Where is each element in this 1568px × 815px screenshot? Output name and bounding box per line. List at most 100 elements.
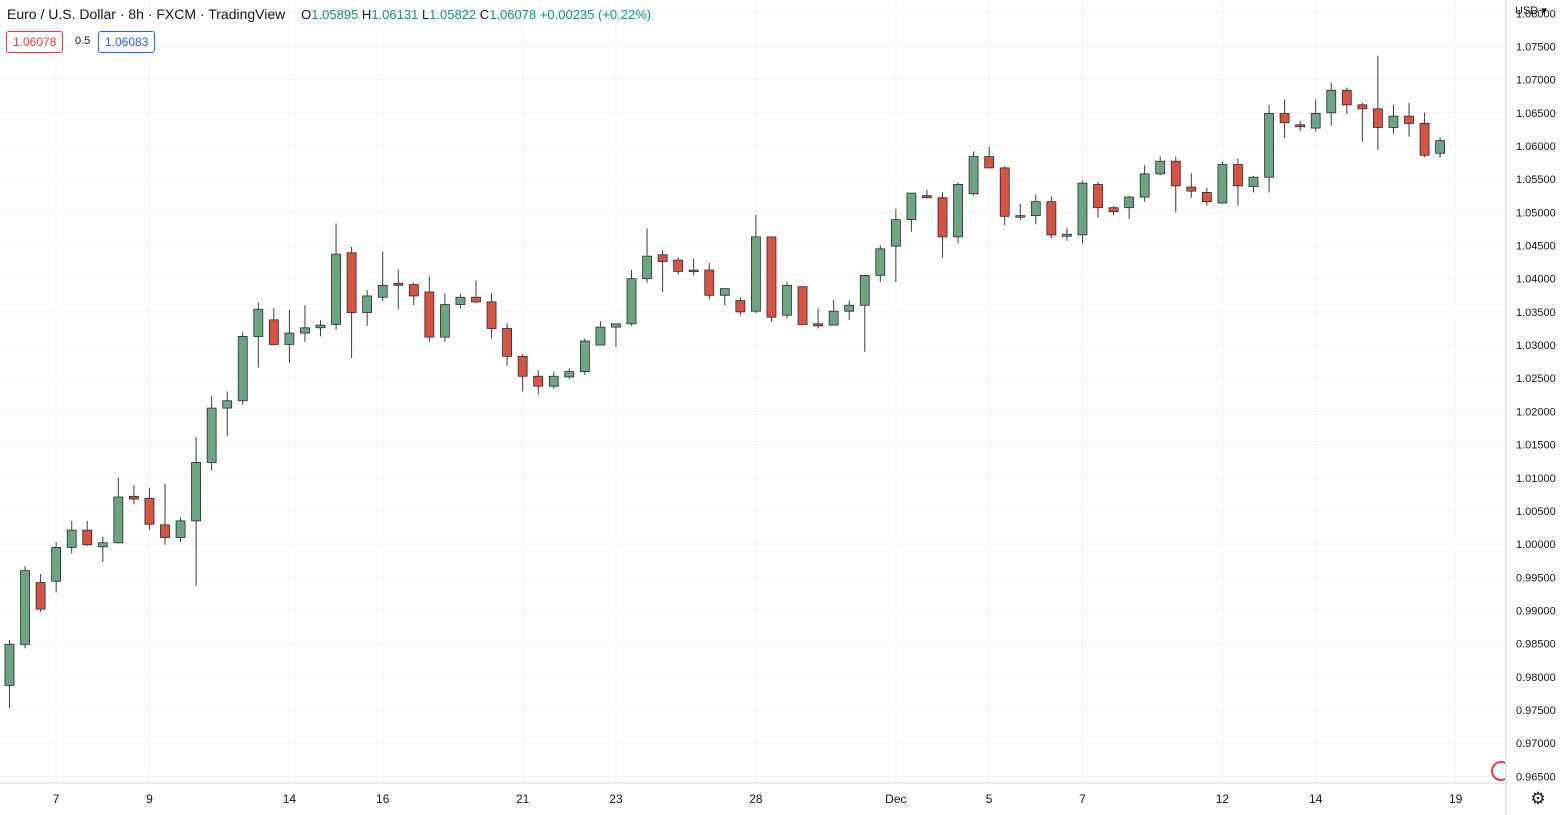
candle [579, 338, 590, 375]
candle-body-down [144, 497, 155, 525]
candle [1233, 158, 1243, 206]
y-tick-label: 1.04500 [1516, 241, 1556, 253]
candle [439, 293, 450, 342]
price-axis[interactable]: 1.08000 1.07500 1.07000 1.06500 1.06000 1.055… [1516, 8, 1556, 783]
candle-body-up [564, 371, 575, 378]
candle-body-down [1201, 192, 1212, 203]
candle-body-up [626, 278, 637, 325]
candle-body-down [1295, 124, 1306, 128]
candle-body-down [1186, 186, 1197, 192]
time-axis[interactable]: 7 9 14 16 21 23 28 Dec 5 7 12 14 19 [53, 792, 1463, 806]
candle [1170, 156, 1181, 213]
low-label: L [421, 7, 430, 22]
candle-body-down [160, 524, 170, 538]
candle-body-up [1062, 233, 1072, 237]
candle [362, 289, 373, 326]
candle-body-down [657, 254, 668, 262]
candle-body-down [346, 252, 357, 313]
y-tick-label: 1.07500 [1516, 41, 1556, 53]
candle-body-up [315, 324, 326, 329]
candle [1093, 181, 1103, 218]
candle [766, 236, 777, 322]
candle [657, 250, 668, 292]
y-tick-label: 0.96500 [1516, 771, 1556, 783]
candle-body-up [782, 284, 792, 316]
settings-gear-icon[interactable]: ⚙ [1530, 789, 1546, 808]
candle [206, 396, 217, 471]
x-tick-label: 7 [53, 792, 60, 806]
candle [1419, 112, 1430, 158]
candle-body-down [1093, 184, 1103, 209]
x-tick-label: 12 [1216, 792, 1230, 806]
symbol-title[interactable]: Euro / U.S. Dollar · 8h · FXCM · Trading… [7, 6, 286, 22]
currency-dropdown-icon: ▾ [1538, 5, 1547, 17]
candle-body-up [579, 340, 590, 372]
y-tick-label: 0.98500 [1516, 639, 1556, 651]
candle-body-down [999, 167, 1010, 217]
candle [502, 323, 513, 367]
candle-body-up [237, 336, 248, 402]
buy-price-button[interactable]: 1.06083 [98, 31, 156, 53]
candle [222, 391, 233, 436]
candle [1217, 161, 1228, 204]
y-tick-label: 0.99500 [1516, 572, 1556, 584]
sell-price-button[interactable]: 1.06078 [6, 31, 64, 53]
candle-body-up [548, 375, 559, 387]
candle-body-up [611, 323, 621, 328]
candle-body-down [937, 197, 948, 238]
candle-body-up [968, 156, 979, 195]
candle-body-up [1077, 182, 1088, 236]
candle-body-down [984, 156, 995, 169]
candle [191, 436, 202, 586]
y-tick-label: 0.97500 [1516, 705, 1556, 717]
candle-body-down [1341, 89, 1352, 106]
candle [1030, 194, 1041, 225]
candle-body-up [66, 529, 77, 548]
currency-dropdown[interactable]: USD ▾ [1515, 4, 1547, 17]
candle [922, 189, 932, 199]
candle-body-down [471, 296, 481, 303]
candle-body-up [222, 400, 233, 409]
candle [66, 520, 77, 554]
candle [968, 151, 979, 196]
x-tick-label: 19 [1449, 792, 1463, 806]
candle-body-up [300, 327, 310, 334]
y-tick-label: 1.06000 [1516, 141, 1556, 153]
y-tick-label: 1.08000 [1516, 8, 1556, 20]
x-tick-label: 14 [1309, 792, 1323, 806]
candle-body-up [253, 308, 264, 337]
candle-body-up [828, 310, 839, 326]
x-tick-label: 21 [516, 792, 530, 806]
tradingview-logo-icon[interactable] [1491, 761, 1505, 781]
candle [144, 487, 155, 530]
candle-body-up [1217, 164, 1228, 204]
candle-body-down [704, 269, 715, 296]
candle [548, 371, 559, 389]
candle [35, 573, 46, 612]
candle-body-up [875, 248, 886, 276]
candle-body-up [1264, 113, 1274, 178]
candle-body-up [595, 326, 606, 346]
candle-body-up [51, 547, 62, 582]
candle [1077, 181, 1088, 244]
candle-body-down [797, 286, 808, 325]
candle [175, 517, 186, 543]
candle-body-up [331, 253, 341, 325]
candle-body-up [1139, 173, 1150, 198]
candle-body-up [1124, 196, 1134, 209]
candle [626, 270, 637, 326]
candle [813, 308, 823, 329]
candle-body-up [175, 520, 186, 538]
candle-body-down [813, 323, 823, 327]
low-value: 1.05822 [429, 7, 477, 22]
y-tick-label: 1.03000 [1516, 340, 1556, 352]
candle-body-down [1357, 104, 1368, 110]
open-value: 1.05895 [311, 7, 359, 22]
candle-body-up [455, 296, 466, 305]
candle-body-down [1279, 113, 1290, 124]
candle-body-down [35, 582, 46, 610]
candle [1326, 82, 1337, 126]
candle [1279, 99, 1290, 139]
candle [797, 286, 808, 326]
